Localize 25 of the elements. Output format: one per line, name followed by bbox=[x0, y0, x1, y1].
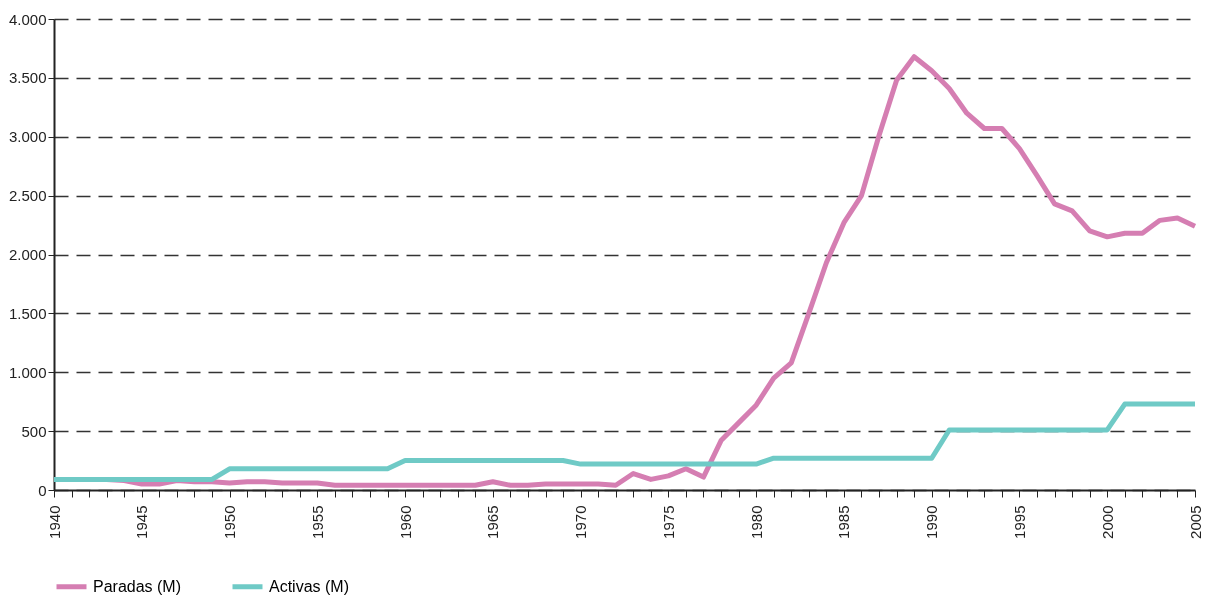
legend-label: Paradas (M) bbox=[93, 577, 182, 595]
y-tick-label: 0 bbox=[38, 481, 47, 499]
x-tick-label: 1940 bbox=[45, 505, 63, 539]
x-tick-label: 1965 bbox=[484, 505, 502, 539]
y-tick-label: 1.000 bbox=[8, 363, 47, 381]
y-tick-label: 3.500 bbox=[8, 69, 47, 87]
y-tick-label: 4.000 bbox=[8, 10, 47, 28]
y-tick-label: 2.000 bbox=[8, 246, 47, 263]
x-tick-label: 1960 bbox=[396, 505, 414, 539]
y-tick-label: 1.500 bbox=[8, 304, 47, 322]
y-tick-label: 2.500 bbox=[8, 187, 47, 205]
y-tick-label: 3.000 bbox=[8, 128, 47, 146]
x-tick-label: 1950 bbox=[221, 505, 239, 539]
legend-label: Activas (M) bbox=[269, 577, 349, 595]
x-tick-label: 1985 bbox=[835, 505, 853, 539]
x-tick-label: 2000 bbox=[1098, 505, 1116, 539]
x-tick-label: 1955 bbox=[308, 505, 326, 539]
x-tick-label: 2005 bbox=[1186, 505, 1204, 539]
x-tick-label: 1990 bbox=[923, 505, 941, 539]
x-tick-label: 1970 bbox=[572, 505, 590, 539]
x-tick-label: 1975 bbox=[659, 505, 677, 539]
x-tick-label: 1980 bbox=[747, 505, 765, 539]
x-tick-label: 1995 bbox=[1010, 505, 1028, 539]
y-tick-label: 500 bbox=[21, 422, 47, 440]
x-tick-label: 1945 bbox=[133, 505, 151, 539]
